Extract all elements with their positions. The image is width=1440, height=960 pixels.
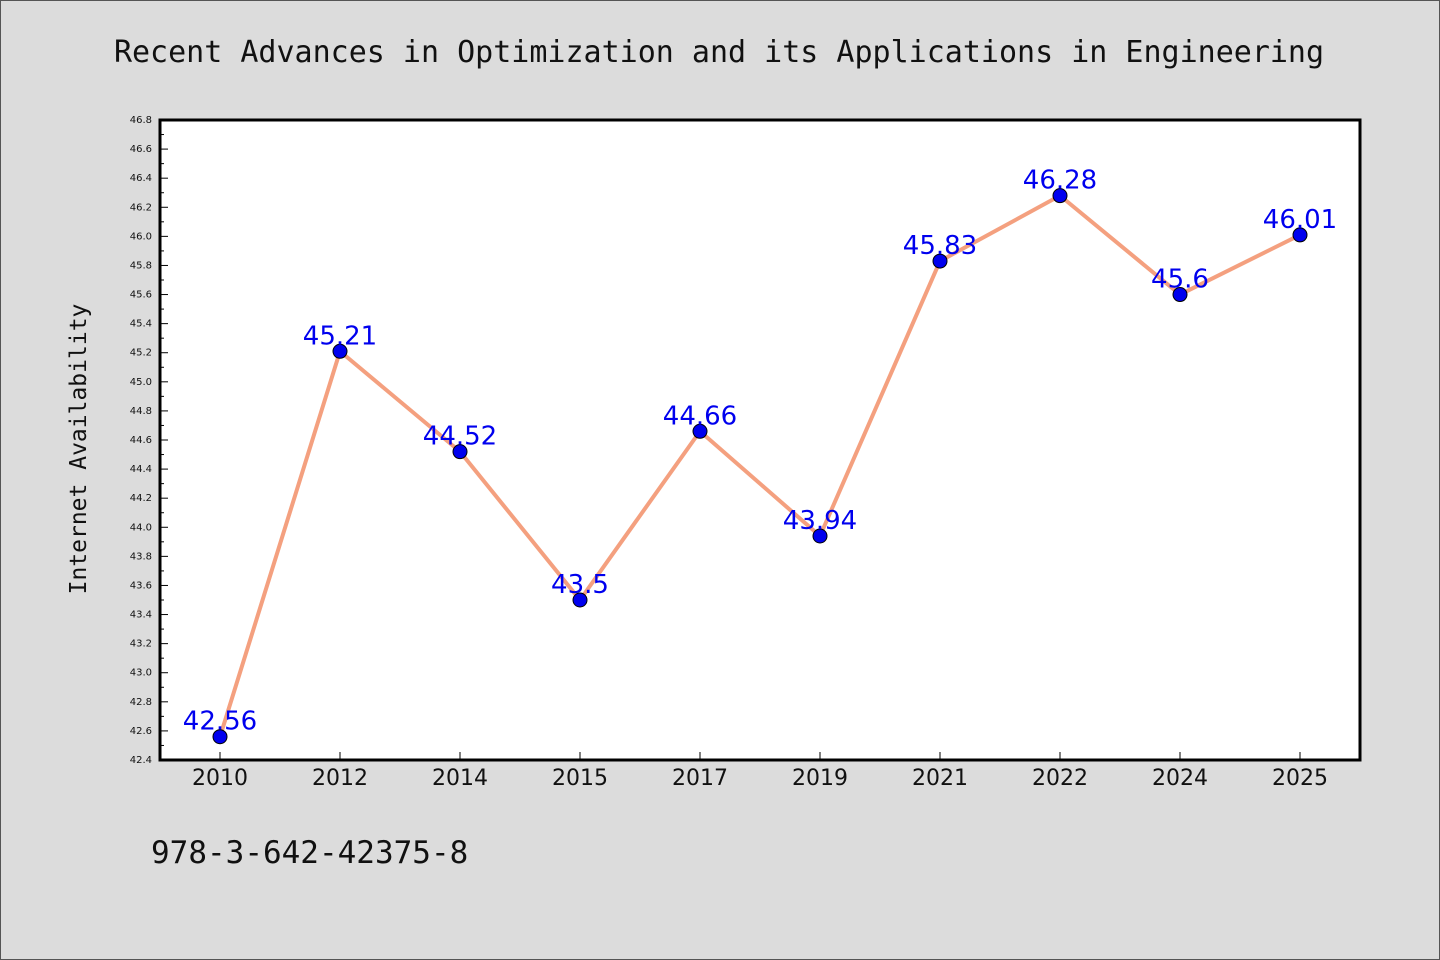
y-tick-label: 42.8 bbox=[130, 697, 152, 708]
y-tick-label: 45.8 bbox=[130, 260, 152, 271]
data-label: 45.6 bbox=[1151, 265, 1209, 295]
y-tick-label: 46.8 bbox=[130, 115, 152, 126]
y-tick-label: 44.8 bbox=[130, 406, 152, 417]
data-label: 43.94 bbox=[783, 506, 857, 536]
y-tick-label: 42.6 bbox=[130, 726, 152, 737]
data-label: 45.21 bbox=[303, 321, 377, 351]
y-tick-label: 46.2 bbox=[130, 202, 152, 213]
data-point bbox=[332, 343, 348, 359]
y-tick-label: 43.2 bbox=[130, 639, 152, 650]
y-tick-label: 45.6 bbox=[130, 290, 152, 301]
y-tick-label: 44.6 bbox=[130, 435, 152, 446]
data-label: 42.56 bbox=[183, 707, 257, 737]
y-tick-label: 44.2 bbox=[130, 493, 152, 504]
x-tick-label: 2017 bbox=[672, 766, 728, 791]
y-tick-label: 44.0 bbox=[130, 522, 152, 533]
y-tick-label: 43.8 bbox=[130, 551, 152, 562]
data-label: 43.5 bbox=[551, 570, 609, 600]
y-tick-label: 45.4 bbox=[130, 319, 152, 330]
x-tick-label: 2015 bbox=[552, 766, 608, 791]
y-tick-label: 45.2 bbox=[130, 348, 152, 359]
x-tick-label: 2010 bbox=[192, 766, 248, 791]
plot-area bbox=[160, 120, 1360, 760]
x-tick-label: 2014 bbox=[432, 766, 488, 791]
data-point bbox=[452, 444, 468, 460]
isbn-text: 978-3-642-42375-8 bbox=[151, 835, 469, 871]
data-point bbox=[932, 253, 948, 269]
x-tick-label: 2024 bbox=[1152, 766, 1208, 791]
data-point bbox=[1052, 188, 1068, 204]
y-tick-label: 43.6 bbox=[130, 580, 152, 591]
y-tick-label: 44.4 bbox=[130, 464, 152, 475]
x-tick-label: 2019 bbox=[792, 766, 848, 791]
x-tick-label: 2021 bbox=[912, 766, 968, 791]
y-tick-label: 43.4 bbox=[130, 610, 152, 621]
y-tick-label: 46.4 bbox=[130, 173, 152, 184]
y-tick-label: 42.4 bbox=[130, 755, 152, 766]
data-label: 44.66 bbox=[663, 401, 737, 431]
y-tick-label: 46.6 bbox=[130, 144, 152, 155]
series-line bbox=[218, 193, 1302, 739]
data-point bbox=[572, 592, 588, 608]
data-point bbox=[812, 528, 828, 544]
data-label: 44.52 bbox=[423, 422, 497, 452]
chart-title: Recent Advances in Optimization and its … bbox=[113, 35, 1325, 70]
data-label: 46.28 bbox=[1023, 166, 1097, 196]
data-label: 45.83 bbox=[903, 231, 977, 261]
data-point bbox=[212, 729, 228, 745]
data-point bbox=[692, 423, 708, 439]
y-tick-label: 43.0 bbox=[130, 668, 152, 679]
y-tick-label: 45.0 bbox=[130, 377, 152, 388]
x-tick-label: 2022 bbox=[1032, 766, 1088, 791]
x-tick-label: 2025 bbox=[1272, 766, 1328, 791]
data-label: 46.01 bbox=[1263, 205, 1337, 235]
y-tick-label: 46.0 bbox=[130, 231, 152, 242]
x-tick-label: 2012 bbox=[312, 766, 368, 791]
data-point bbox=[1292, 227, 1308, 243]
data-point bbox=[1172, 287, 1188, 303]
plot-border bbox=[158, 118, 1362, 762]
